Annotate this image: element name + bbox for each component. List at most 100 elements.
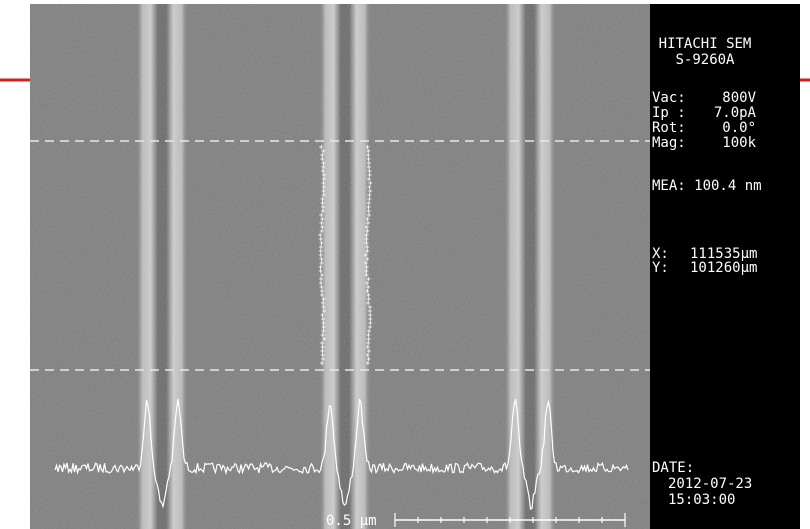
param-value: 0.0° xyxy=(722,120,756,136)
edge-marker xyxy=(319,277,324,281)
stage-value: 111535µm xyxy=(690,246,757,262)
edge-marker xyxy=(321,329,326,333)
edge-marker xyxy=(366,221,371,225)
edge-marker xyxy=(321,185,326,189)
params: Vac: 800V Ip : 7.0pA Rot: 0.0° Mag: 100k xyxy=(652,90,757,151)
edge-marker xyxy=(368,181,373,185)
edge-marker xyxy=(321,305,326,309)
edge-marker xyxy=(319,145,324,149)
edge-marker xyxy=(320,345,325,349)
edge-marker xyxy=(366,177,371,181)
edge-marker xyxy=(319,229,324,233)
edge-marker xyxy=(368,313,373,317)
edge-marker xyxy=(320,301,325,305)
edge-marker xyxy=(367,185,372,189)
edge-marker xyxy=(321,205,326,209)
measurement: MEA: 100.4 nm xyxy=(652,178,762,194)
edge-marker xyxy=(319,261,324,265)
edge-marker xyxy=(365,145,370,149)
edge-marker xyxy=(364,273,369,277)
edge-marker xyxy=(364,237,369,241)
info-panel xyxy=(650,4,800,529)
edge-marker xyxy=(365,217,370,221)
edge-marker xyxy=(367,329,372,333)
edge-marker xyxy=(321,193,326,197)
edge-marker xyxy=(365,257,370,261)
edge-marker xyxy=(367,197,372,201)
edge-marker xyxy=(366,213,371,217)
edge-marker xyxy=(366,301,371,305)
edge-marker xyxy=(366,205,371,209)
edge-marker xyxy=(321,173,326,177)
edge-marker xyxy=(320,333,325,337)
edge-marker xyxy=(321,181,326,185)
edge-marker xyxy=(320,157,325,161)
edge-marker xyxy=(367,193,372,197)
param-label: Mag: xyxy=(652,135,686,151)
param-value: 7.0pA xyxy=(714,105,757,121)
edge-marker xyxy=(366,209,371,213)
param-label: Rot: xyxy=(652,120,686,136)
edge-marker xyxy=(321,189,326,193)
stage: X: 111535µm Y: 101260µm xyxy=(652,246,757,276)
edge-marker xyxy=(320,317,325,321)
edge-marker xyxy=(320,201,325,205)
edge-marker xyxy=(318,269,323,273)
edge-marker xyxy=(366,293,371,297)
edge-marker xyxy=(318,265,323,269)
edge-marker xyxy=(365,281,370,285)
edge-marker xyxy=(364,233,369,237)
edge-marker xyxy=(365,289,370,293)
edge-marker xyxy=(368,321,373,325)
edge-marker xyxy=(366,349,371,353)
edge-marker xyxy=(319,257,324,261)
edge-marker xyxy=(319,285,324,289)
edge-marker xyxy=(363,253,368,257)
edge-marker xyxy=(366,285,371,289)
edge-marker xyxy=(366,341,371,345)
edge-marker xyxy=(366,357,371,361)
edge-marker xyxy=(321,165,326,169)
stage-label: Y: xyxy=(652,260,669,276)
edge-marker xyxy=(320,357,325,361)
edge-marker xyxy=(367,173,372,177)
edge-marker xyxy=(320,209,325,213)
edge-marker xyxy=(368,189,373,193)
param-value: 800V xyxy=(722,90,756,106)
date: 2012-07-23 xyxy=(668,476,752,492)
time: 15:03:00 xyxy=(668,492,735,508)
edge-marker xyxy=(366,157,371,161)
scale-label: 0.5 µm xyxy=(326,513,377,529)
edge-marker xyxy=(366,333,371,337)
edge-marker xyxy=(368,317,373,321)
edge-marker xyxy=(318,281,323,285)
edge-marker xyxy=(364,265,369,269)
edge-marker xyxy=(365,345,370,349)
edge-marker xyxy=(365,361,370,365)
edge-marker xyxy=(318,253,323,257)
stage-label: X: xyxy=(652,246,669,262)
edge-marker xyxy=(318,249,323,253)
edge-marker xyxy=(318,245,323,249)
edge-marker xyxy=(366,201,371,205)
edge-marker xyxy=(365,229,370,233)
edge-marker xyxy=(365,245,370,249)
edge-marker xyxy=(320,313,325,317)
edge-marker xyxy=(321,149,326,153)
edge-marker xyxy=(319,221,324,225)
date-label: DATE: xyxy=(652,460,694,476)
edge-marker xyxy=(322,177,327,181)
edge-marker xyxy=(319,289,324,293)
edge-marker xyxy=(321,161,326,165)
model: S-9260A xyxy=(675,52,735,68)
edge-marker xyxy=(366,337,371,341)
edge-marker xyxy=(367,305,372,309)
edge-marker xyxy=(368,325,373,329)
edge-marker xyxy=(364,225,369,229)
edge-marker xyxy=(320,197,325,201)
line-profile xyxy=(54,398,629,510)
stage-value: 101260µm xyxy=(690,260,757,276)
edge-marker xyxy=(321,309,326,313)
grain xyxy=(30,4,650,529)
edge-marker xyxy=(319,213,324,217)
